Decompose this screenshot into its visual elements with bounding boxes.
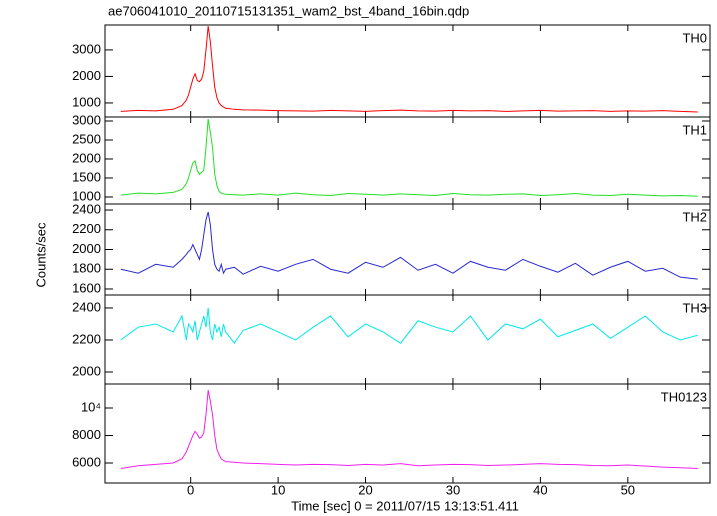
panel-frame (104, 294, 711, 385)
chart-title: ae706041010_20110715131351_wam2_bst_4ban… (108, 3, 469, 18)
panel-frame (104, 203, 711, 296)
x-tick-label: 0 (187, 482, 194, 497)
x-tick-label: 20 (358, 482, 372, 497)
y-tick-label: 2500 (72, 131, 101, 146)
y-tick-label: 10⁴ (81, 399, 101, 414)
y-tick-label: 1500 (72, 169, 101, 184)
light-curve (120, 390, 698, 469)
y-tick-label: 1000 (72, 188, 101, 203)
y-tick-label: 8000 (72, 427, 101, 442)
y-tick-label: 2200 (72, 221, 101, 236)
panel-label: TH2 (682, 209, 707, 224)
y-tick-label: 2200 (72, 331, 101, 346)
x-axis-label: Time [sec] 0 = 2011/07/15 13:13:51.411 (291, 498, 519, 513)
panel-frame (104, 116, 711, 205)
light-curve (120, 307, 698, 345)
panel-frame (104, 383, 711, 484)
x-tick-label: 30 (446, 482, 460, 497)
y-tick-label: 2000 (72, 363, 101, 378)
y-tick-label: 2400 (72, 299, 101, 314)
light-curve (120, 25, 698, 113)
panel-label: TH1 (682, 122, 707, 137)
y-tick-label: 2000 (72, 150, 101, 165)
y-tick-label: 2400 (72, 201, 101, 216)
x-tick-label: 10 (271, 482, 285, 497)
y-tick-label: 1800 (72, 261, 101, 276)
x-tick-label: 40 (533, 482, 547, 497)
panel-label: TH0 (682, 30, 707, 45)
light-curve (120, 119, 698, 197)
y-tick-label: 6000 (72, 454, 101, 469)
x-tick-label: 50 (621, 482, 635, 497)
y-tick-label: 3000 (72, 112, 101, 127)
y-axis-label: Counts/sec (33, 222, 48, 288)
y-tick-label: 1000 (72, 94, 101, 109)
y-tick-label: 1600 (72, 280, 101, 295)
panel-label: TH0123 (661, 389, 707, 404)
y-tick-label: 2000 (72, 241, 101, 256)
light-curve (120, 211, 698, 280)
panel-frame (104, 24, 711, 118)
y-tick-label: 2000 (72, 68, 101, 83)
panel-label: TH3 (682, 300, 707, 315)
y-tick-label: 3000 (72, 41, 101, 56)
